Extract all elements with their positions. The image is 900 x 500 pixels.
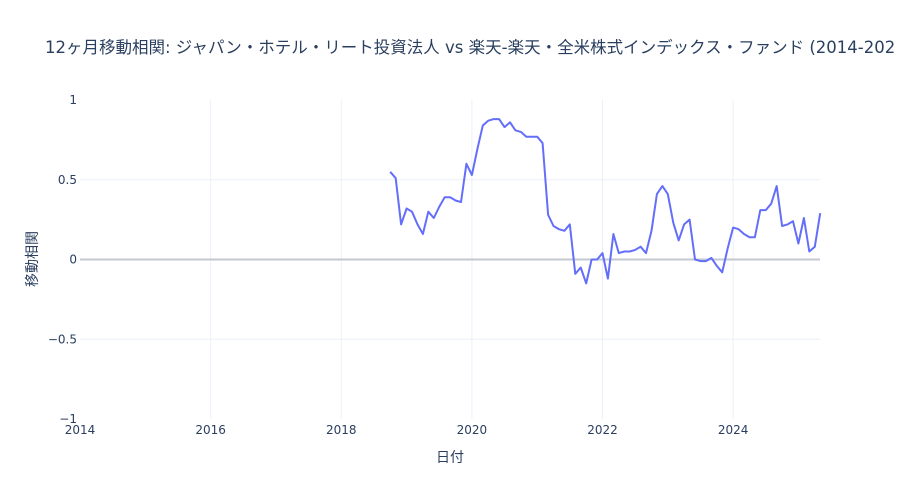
y-tick-label: 0 [69, 253, 77, 267]
x-tick-label: 2018 [326, 423, 357, 437]
x-axis-title: 日付 [436, 450, 464, 466]
y-axis-title: 移動相関 [25, 231, 41, 287]
x-tick-label: 2014 [65, 423, 96, 437]
correlation-line[interactable] [389, 118, 822, 285]
y-tick-label: 0.5 [58, 173, 77, 187]
y-tick-label: −1 [59, 412, 77, 426]
x-axis-ticks: 2014 2016 2018 2020 2022 2024 [65, 423, 749, 437]
x-tick-label: 2020 [457, 423, 488, 437]
y-tick-label: 1 [69, 93, 77, 107]
x-tick-label: 2016 [195, 423, 226, 437]
chart-title: 12ヶ月移動相関: ジャパン・ホテル・リート投資法人 vs 楽天-楽天・全米株式… [45, 38, 896, 57]
series-line[interactable] [389, 118, 822, 285]
x-tick-label: 2022 [587, 423, 618, 437]
x-tick-label: 2024 [718, 423, 749, 437]
y-axis-ticks: −1 −0.5 0 0.5 1 [48, 93, 77, 426]
y-tick-label: −0.5 [48, 332, 77, 346]
